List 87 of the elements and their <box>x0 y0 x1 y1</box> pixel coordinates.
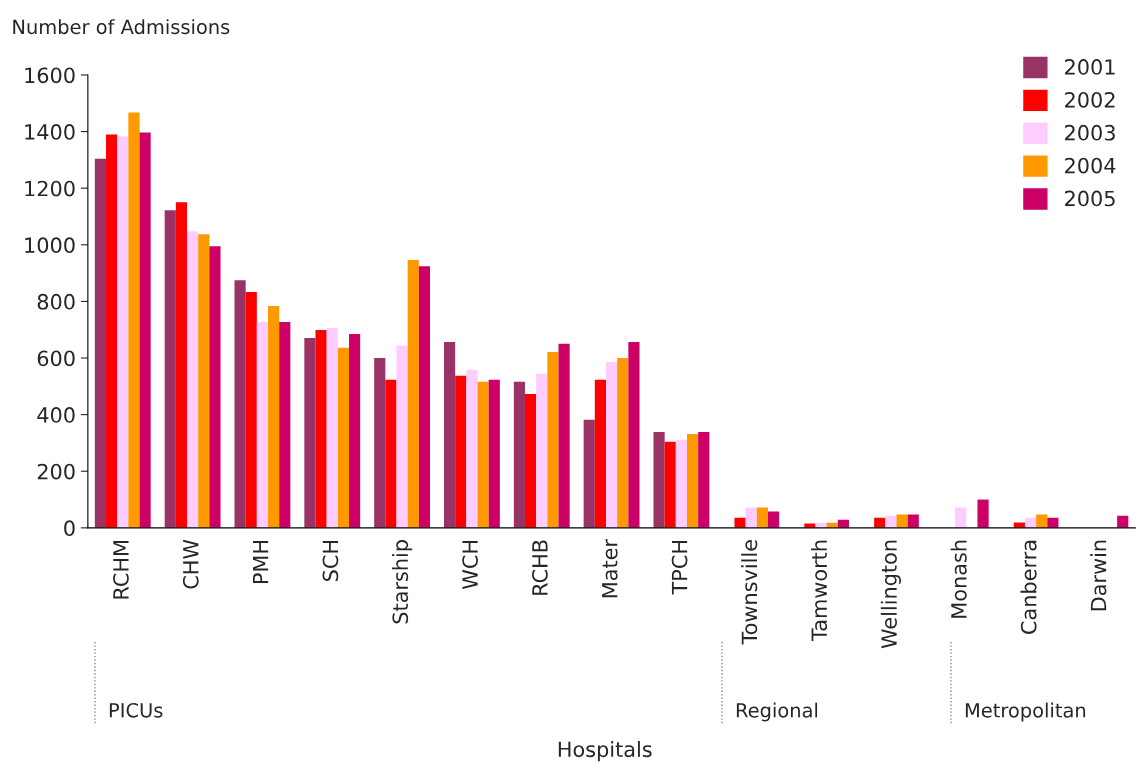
bar <box>128 112 140 528</box>
bar <box>513 381 525 528</box>
text: Regional <box>736 702 818 722</box>
x-tick-label: Tamworth <box>810 540 828 642</box>
bar <box>698 431 710 528</box>
bar <box>349 333 361 528</box>
text: Metropolitan <box>965 702 1086 722</box>
x-tick-label: RCHM <box>113 541 129 599</box>
bar <box>337 347 350 528</box>
bar <box>664 441 676 528</box>
bar <box>209 246 221 528</box>
bar <box>524 393 537 528</box>
bar <box>374 358 386 528</box>
bar <box>488 379 500 528</box>
bar <box>175 202 188 528</box>
text: PICUs <box>109 702 163 718</box>
bar <box>594 379 606 528</box>
legend-label: 2004 <box>1065 157 1116 174</box>
bar <box>443 341 456 528</box>
y-axis-title: Number of Admissions <box>13 19 230 35</box>
bar <box>455 375 467 528</box>
bar <box>139 132 151 528</box>
x-tick-label: PMH <box>252 541 269 584</box>
bar <box>536 373 548 528</box>
bar <box>896 514 908 528</box>
y-tick-label: 1000 <box>25 237 75 254</box>
bar <box>734 517 746 528</box>
x-tick-label: Townsville <box>741 540 758 645</box>
x-tick-label: SCH <box>322 541 339 582</box>
bar <box>583 419 595 528</box>
bar <box>94 158 107 528</box>
x-tick-label: Mater <box>602 538 618 598</box>
x-tick-label: Darwin <box>1090 540 1107 611</box>
x-tick-label: TPCH <box>671 541 688 595</box>
bar <box>164 210 176 528</box>
x-axis-title: Hospitals <box>558 741 652 762</box>
bar <box>628 341 640 528</box>
bar <box>326 328 338 528</box>
bar <box>955 507 967 528</box>
bar <box>767 511 780 528</box>
bar <box>279 322 291 528</box>
bar <box>315 330 327 528</box>
bar <box>407 260 419 528</box>
legend-label: 2005 <box>1065 190 1115 207</box>
bar <box>477 381 489 528</box>
x-tick-label: Monash <box>950 540 967 618</box>
y-tick-label: 600 <box>37 350 75 367</box>
y-tick-label: 1200 <box>25 180 75 197</box>
legend-label: 2001 <box>1065 59 1115 75</box>
y-tick-label: 1600 <box>25 67 75 84</box>
bar <box>106 134 118 528</box>
legend-label: 2002 <box>1065 91 1115 108</box>
bar <box>418 266 431 528</box>
y-tick-label: 800 <box>37 293 75 310</box>
bar <box>1013 522 1025 528</box>
bar <box>198 234 210 528</box>
bar <box>605 361 618 528</box>
x-tick-label: RCHB <box>532 540 548 595</box>
x-tick-label: Canberra <box>1020 540 1037 634</box>
bar <box>745 507 757 528</box>
bar <box>977 499 989 528</box>
bar <box>396 345 408 528</box>
x-tick-label: CHW <box>182 539 199 589</box>
bar <box>234 280 246 528</box>
legend-label: 2003 <box>1065 124 1115 141</box>
bar <box>547 352 559 528</box>
bar <box>653 431 665 528</box>
y-tick-label: 200 <box>37 463 75 480</box>
y-tick-label: 1400 <box>25 124 75 140</box>
bar <box>268 305 280 528</box>
bar <box>304 337 316 528</box>
x-tick-label: WCH <box>462 541 478 590</box>
bar <box>675 439 687 528</box>
bar <box>466 369 478 528</box>
bar <box>245 292 257 528</box>
bar <box>617 358 629 528</box>
bar <box>117 136 129 528</box>
bar <box>256 322 269 528</box>
bar <box>385 379 397 528</box>
x-tick-label: Starship <box>392 540 413 624</box>
bar <box>187 231 199 528</box>
y-tick-label: 400 <box>37 407 75 423</box>
y-tick-label: 0 <box>64 520 75 537</box>
bar <box>756 507 768 528</box>
bar <box>558 343 570 528</box>
x-tick-label: Wellington <box>880 540 901 649</box>
bar <box>686 433 699 528</box>
